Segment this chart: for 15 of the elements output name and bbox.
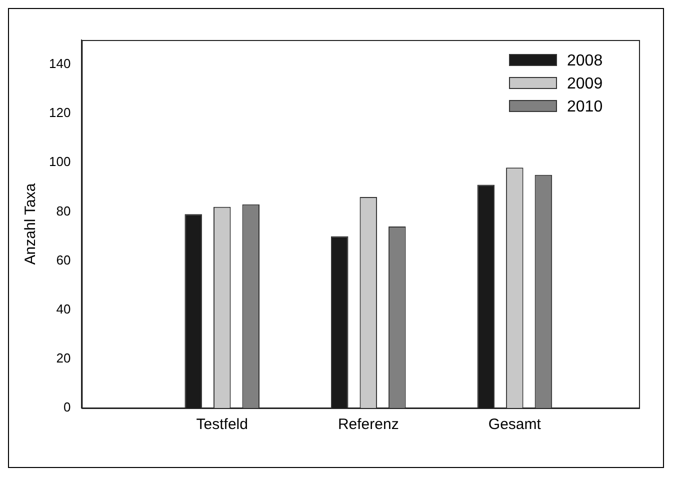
- legend-label: 2010: [567, 98, 603, 116]
- y-tick-label: 80: [56, 203, 71, 218]
- x-tick-label: Gesamt: [488, 416, 542, 434]
- y-axis-title: Anzahl Taxa: [22, 182, 40, 265]
- x-tick-label: Referenz: [338, 416, 399, 434]
- y-tick-label: 40: [56, 301, 71, 316]
- y-tick-label: 20: [56, 350, 71, 366]
- legend-label: 2008: [567, 52, 603, 70]
- y-tick-label: 120: [48, 105, 71, 120]
- y-tick-label: 60: [56, 252, 71, 268]
- y-tick-label: 100: [48, 154, 71, 170]
- x-tick-label: Testfeld: [196, 416, 248, 434]
- y-tick-label: 140: [48, 56, 71, 72]
- y-tick-label: 0: [63, 400, 71, 415]
- legend-label: 2009: [567, 75, 603, 92]
